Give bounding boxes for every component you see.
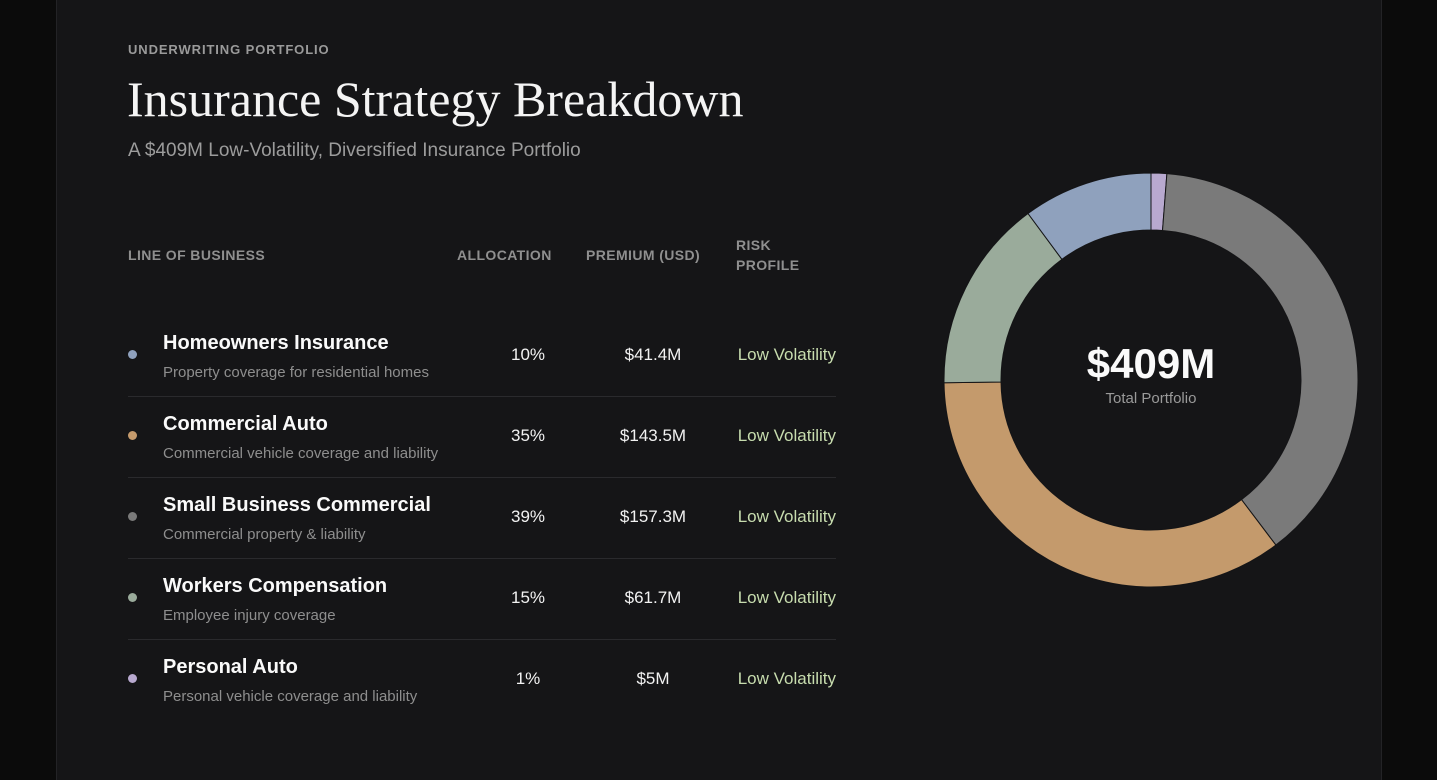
risk-profile-value: Low Volatility: [737, 345, 836, 364]
portfolio-table: Homeowners Insurance Property coverage f…: [128, 316, 836, 720]
risk-profile-value: Low Volatility: [737, 426, 836, 445]
legend-dot: [128, 512, 137, 521]
line-of-business-description: Commercial property & liability: [163, 526, 366, 543]
donut-slice-small-business-commercial: [1161, 173, 1359, 546]
donut-slice-commercial-auto: [943, 381, 1277, 588]
table-row: Commercial Auto Commercial vehicle cover…: [128, 397, 836, 478]
portfolio-donut-chart: [943, 172, 1359, 588]
legend-dot: [128, 431, 137, 440]
risk-profile-value: Low Volatility: [737, 588, 836, 607]
line-of-business-description: Property coverage for residential homes: [163, 364, 429, 381]
donut-slice-homeowners-insurance: [1027, 172, 1152, 261]
line-of-business-description: Personal vehicle coverage and liability: [163, 688, 418, 705]
eyebrow-label: UNDERWRITING PORTFOLIO: [128, 42, 330, 57]
premium-value: $61.7M: [624, 588, 682, 607]
page-title: Insurance Strategy Breakdown: [127, 71, 744, 127]
legend-dot: [128, 593, 137, 602]
risk-profile-value: Low Volatility: [737, 669, 836, 688]
line-of-business-name: Small Business Commercial: [163, 494, 431, 516]
premium-value: $157.3M: [619, 507, 687, 526]
column-header-premium: PREMIUM (USD): [586, 247, 701, 263]
line-of-business-name: Commercial Auto: [163, 413, 328, 435]
table-row: Homeowners Insurance Property coverage f…: [128, 316, 836, 397]
table-row: Personal Auto Personal vehicle coverage …: [128, 640, 836, 720]
table-row: Workers Compensation Employee injury cov…: [128, 559, 836, 640]
column-header-risk-profile: RISK PROFILE: [736, 237, 800, 273]
allocation-value: 1%: [515, 669, 541, 688]
premium-value: $5M: [636, 669, 670, 688]
line-of-business-name: Workers Compensation: [163, 575, 388, 597]
line-of-business-name: Personal Auto: [163, 656, 298, 678]
column-header-allocation: ALLOCATION: [457, 247, 552, 263]
allocation-value: 35%: [510, 426, 546, 445]
line-of-business-description: Employee injury coverage: [163, 607, 336, 624]
premium-value: $41.4M: [624, 345, 682, 364]
risk-profile-value: Low Volatility: [737, 507, 836, 526]
legend-dot: [128, 674, 137, 683]
legend-dot: [128, 350, 137, 359]
line-of-business-description: Commercial vehicle coverage and liabilit…: [163, 445, 439, 462]
line-of-business-name: Homeowners Insurance: [163, 332, 389, 354]
allocation-value: 15%: [510, 588, 546, 607]
table-row: Small Business Commercial Commercial pro…: [128, 478, 836, 559]
allocation-value: 10%: [510, 345, 546, 364]
column-header-line-of-business: LINE OF BUSINESS: [128, 247, 266, 263]
portfolio-panel: UNDERWRITING PORTFOLIO Insurance Strateg…: [56, 0, 1382, 780]
donut-center-value: $409M: [1086, 340, 1216, 387]
donut-center-label: Total Portfolio: [1105, 390, 1197, 407]
premium-value: $143.5M: [619, 426, 687, 445]
page-subtitle: A $409M Low-Volatility, Diversified Insu…: [128, 140, 581, 161]
allocation-value: 39%: [510, 507, 546, 526]
